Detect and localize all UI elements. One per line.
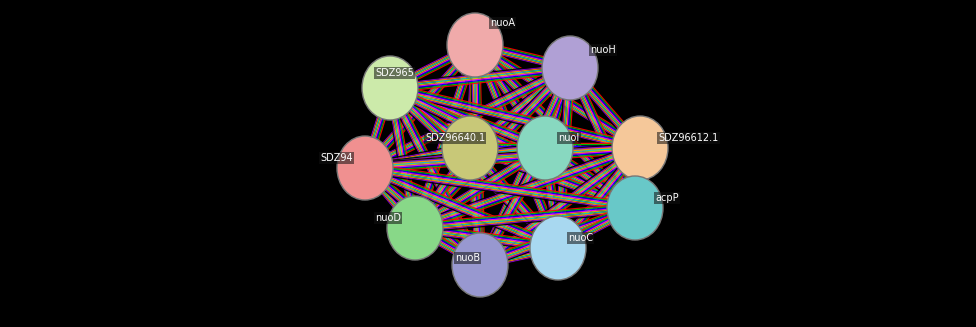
Text: SDZ96612.1: SDZ96612.1	[658, 133, 718, 143]
Text: nuoC: nuoC	[568, 233, 593, 243]
Ellipse shape	[607, 176, 663, 240]
Ellipse shape	[517, 116, 573, 180]
Text: nuoA: nuoA	[490, 18, 515, 28]
Text: nuoB: nuoB	[455, 253, 480, 263]
Ellipse shape	[612, 116, 668, 180]
Text: acpP: acpP	[655, 193, 678, 203]
Ellipse shape	[442, 116, 498, 180]
Ellipse shape	[387, 196, 443, 260]
Ellipse shape	[530, 216, 586, 280]
Text: nuoI: nuoI	[558, 133, 579, 143]
Ellipse shape	[337, 136, 393, 200]
Text: SDZ96640.1: SDZ96640.1	[425, 133, 485, 143]
Text: nuoD: nuoD	[375, 213, 401, 223]
Text: SDZ94: SDZ94	[320, 153, 352, 163]
Ellipse shape	[542, 36, 598, 100]
Text: nuoH: nuoH	[590, 45, 616, 55]
Ellipse shape	[362, 56, 418, 120]
Ellipse shape	[447, 13, 503, 77]
Text: SDZ965: SDZ965	[375, 68, 414, 78]
Ellipse shape	[452, 233, 508, 297]
